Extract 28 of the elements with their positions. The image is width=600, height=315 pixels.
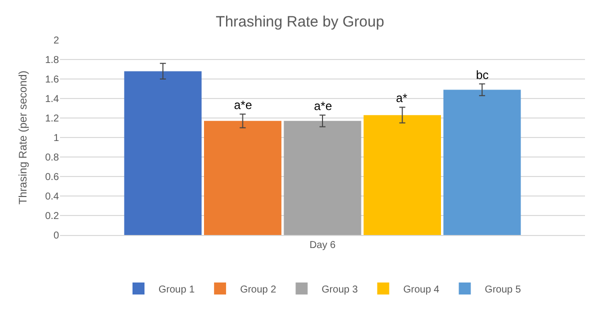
legend-label: Group 1	[158, 284, 196, 296]
y-tick-label: 0.6	[45, 172, 60, 183]
y-tick-label: 1.8	[45, 55, 60, 66]
data-label: a*e	[234, 98, 252, 112]
data-label: bc	[476, 68, 489, 82]
y-tick-label: 1.6	[45, 74, 60, 86]
bar	[443, 90, 521, 235]
y-tick-label: 0.4	[45, 192, 60, 202]
y-tick-label: 1.2	[45, 114, 60, 124]
y-tick-label: 0	[53, 230, 60, 242]
y-tick-label: 1	[53, 133, 60, 144]
bar	[204, 120, 282, 235]
y-tick-label: 2	[53, 36, 60, 46]
y-tick-label: 0.8	[45, 152, 60, 164]
legend-label: Group 2	[240, 284, 277, 296]
bar	[124, 71, 202, 235]
y-axis-title: Thrasing Rate (per second)	[18, 70, 30, 204]
legend-label: Group 5	[484, 284, 522, 296]
y-tick-label: 1.4	[45, 94, 60, 105]
legend-label: Group 3	[322, 284, 358, 296]
y-tick-label: 0.2	[45, 211, 60, 222]
x-tick-label: Day 6	[309, 240, 336, 251]
chart-title: Thrashing Rate by Group	[216, 13, 384, 30]
bar	[284, 120, 362, 235]
bar	[364, 115, 441, 235]
data-label: a*	[396, 91, 408, 105]
legend-label: Group 4	[403, 284, 440, 296]
data-label: a*e	[314, 99, 332, 113]
